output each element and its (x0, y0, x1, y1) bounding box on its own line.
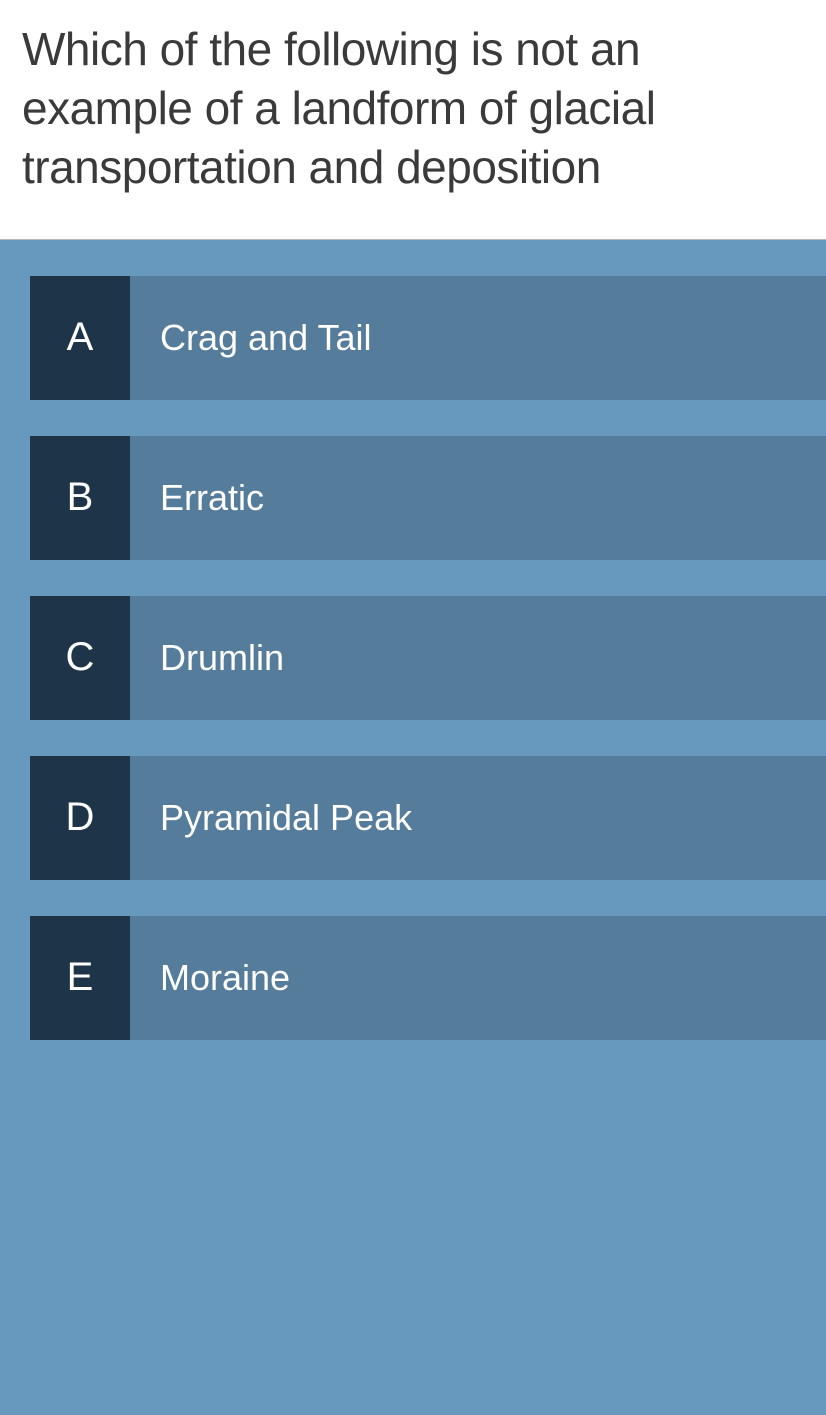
question-area: Which of the following is not an example… (0, 0, 826, 239)
question-text: Which of the following is not an example… (22, 20, 804, 197)
answer-letter: C (30, 596, 130, 720)
answer-text: Pyramidal Peak (130, 756, 826, 880)
answer-text: Drumlin (130, 596, 826, 720)
answer-text: Crag and Tail (130, 276, 826, 400)
answers-area: A Crag and Tail B Erratic C Drumlin D Py… (0, 239, 826, 1415)
answer-option-b[interactable]: B Erratic (30, 436, 826, 560)
answer-letter: D (30, 756, 130, 880)
answer-text: Erratic (130, 436, 826, 560)
answer-option-e[interactable]: E Moraine (30, 916, 826, 1040)
answer-option-a[interactable]: A Crag and Tail (30, 276, 826, 400)
answer-letter: B (30, 436, 130, 560)
answer-text: Moraine (130, 916, 826, 1040)
answer-option-d[interactable]: D Pyramidal Peak (30, 756, 826, 880)
answer-option-c[interactable]: C Drumlin (30, 596, 826, 720)
answer-letter: E (30, 916, 130, 1040)
answer-letter: A (30, 276, 130, 400)
